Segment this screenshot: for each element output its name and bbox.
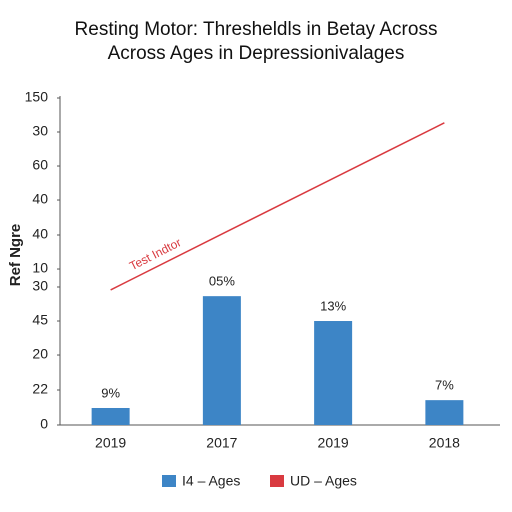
bar <box>425 400 464 425</box>
y-tick-label: 30 <box>32 123 48 139</box>
legend-label: UD – Ages <box>290 473 357 489</box>
y-tick-label: 22 <box>32 381 48 397</box>
bar-annotation: 13% <box>320 298 346 313</box>
chart-title: Resting Motor: Thresheldls in Betay Acro… <box>75 19 438 40</box>
chart-title: Across Ages in Depressionivalages <box>108 43 405 64</box>
x-tick-label: 2018 <box>429 435 460 451</box>
y-tick-label: 40 <box>32 191 48 207</box>
x-tick-label: 2019 <box>318 435 349 451</box>
bar-annotation: 05% <box>209 274 235 289</box>
legend-label: I4 – Ages <box>182 473 240 489</box>
y-tick-label: 30 <box>32 278 48 294</box>
y-tick-label: 40 <box>32 226 48 242</box>
bar-annotation: 9% <box>101 385 120 400</box>
y-tick-label: 45 <box>32 312 48 328</box>
bar <box>202 296 241 425</box>
y-tick-label: 0 <box>40 416 48 432</box>
x-tick-label: 2017 <box>206 435 237 451</box>
y-tick-label: 60 <box>32 157 48 173</box>
x-tick-label: 2019 <box>95 435 126 451</box>
legend-swatch <box>162 475 176 487</box>
y-tick-label: 150 <box>25 89 49 105</box>
y-tick-label: 10 <box>32 260 48 276</box>
y-tick-label: 20 <box>32 346 48 362</box>
legend-swatch <box>270 475 284 487</box>
y-axis-label: Ref Ngre <box>7 224 24 287</box>
bar <box>314 321 353 425</box>
bar-annotation: 7% <box>435 378 454 393</box>
line <box>110 122 445 291</box>
bar <box>91 407 130 425</box>
